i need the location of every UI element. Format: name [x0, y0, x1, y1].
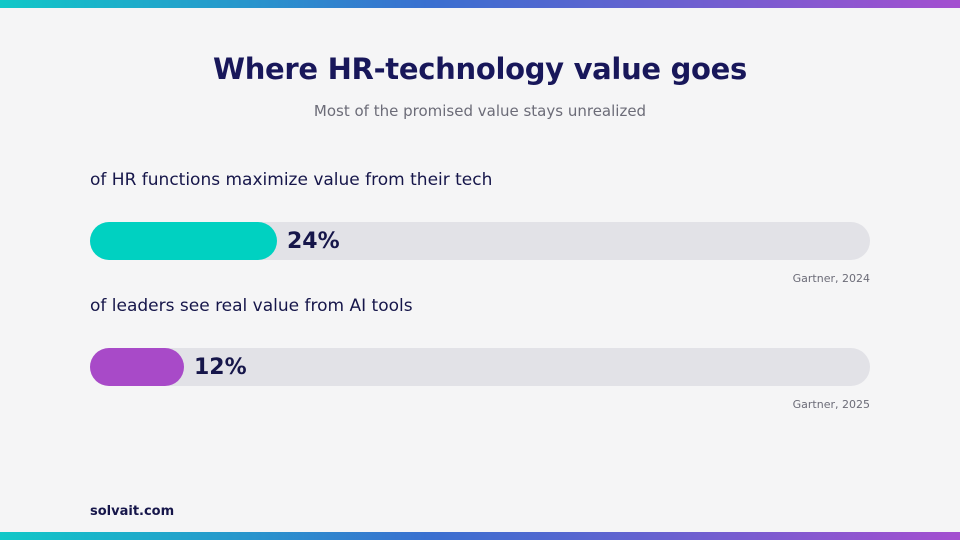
stat-label-ai-leaders: of leaders see real value from AI tools	[90, 296, 413, 316]
bar-value-label-ai-leaders: 12%	[194, 355, 247, 380]
stat-label-hr-functions: of HR functions maximize value from thei…	[90, 170, 493, 190]
source-label-ai-leaders: Gartner, 2025	[792, 398, 870, 411]
bottom-gradient-bar	[0, 532, 960, 540]
bar-value-label-hr-functions: 24%	[287, 229, 340, 254]
top-gradient-bar	[0, 0, 960, 8]
bar-fill-hr-functions	[90, 222, 277, 260]
bar-track-ai-leaders: 12%	[90, 348, 870, 386]
bar-track-hr-functions: 24%	[90, 222, 870, 260]
source-label-hr-functions: Gartner, 2024	[792, 272, 870, 285]
chart-title: Where HR-technology value goes	[213, 52, 747, 86]
bar-fill-ai-leaders	[90, 348, 184, 386]
chart-subtitle: Most of the promised value stays unreali…	[313, 102, 647, 120]
footer-brand: solvait.com	[90, 504, 175, 519]
